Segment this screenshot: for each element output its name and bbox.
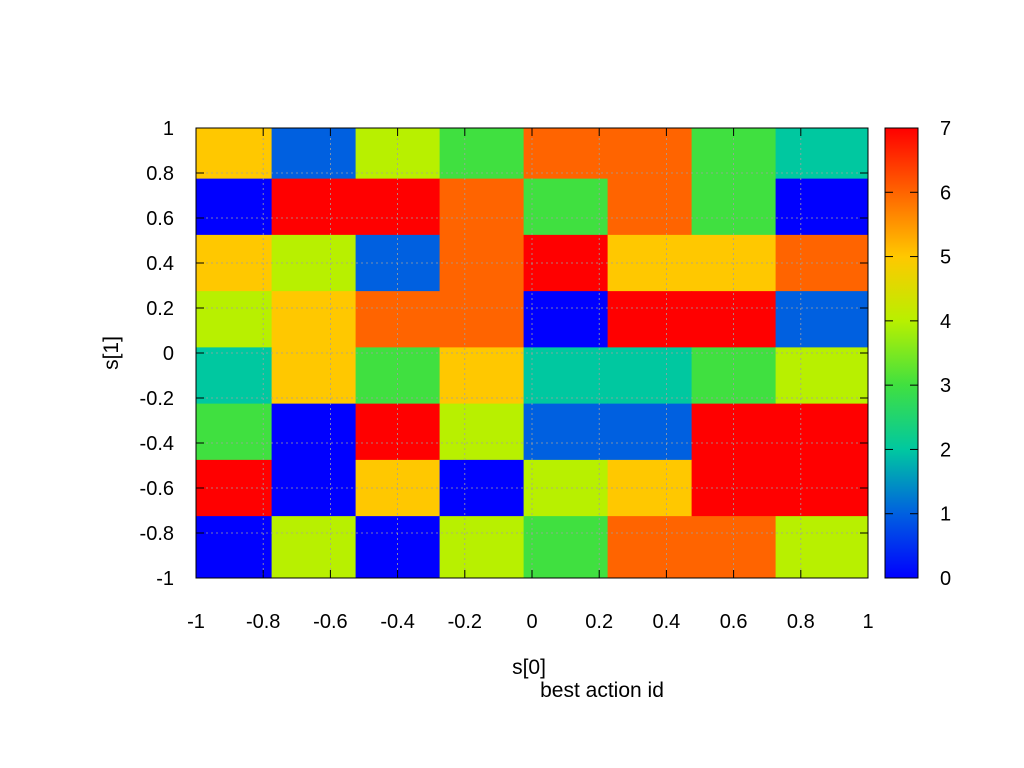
heatmap-cell <box>691 178 777 236</box>
heatmap-cell <box>523 403 609 461</box>
heatmap-cell <box>271 403 357 461</box>
y-tick-label: -0.4 <box>140 433 174 455</box>
x-tick-label: -0.4 <box>380 611 414 633</box>
x-tick-label: -0.2 <box>448 611 482 633</box>
x-tick-label: 0 <box>526 611 537 633</box>
heatmap-cell <box>775 291 869 348</box>
colorbar-tick-label: 2 <box>940 439 951 461</box>
heatmap-cell <box>271 459 357 517</box>
y-tick-label: 0.2 <box>146 298 174 320</box>
heatmap-cell <box>775 128 869 180</box>
colorbar-tick-label: 7 <box>940 118 951 140</box>
colorbar-tick-label: 3 <box>940 375 951 397</box>
heatmap-cell <box>196 291 273 348</box>
y-tick-label: -0.2 <box>140 388 174 410</box>
x-tick-label: 0.8 <box>787 611 815 633</box>
heatmap-cell <box>775 178 869 236</box>
heatmap-cell <box>523 128 609 180</box>
colorbar <box>884 127 919 579</box>
heatmap-cell <box>523 291 609 348</box>
heatmap-cell <box>271 291 357 348</box>
x-tick-label: -0.6 <box>313 611 347 633</box>
y-tick-label: 0.8 <box>146 163 174 185</box>
heatmap-cell <box>439 128 525 180</box>
heatmap-cell <box>607 403 693 461</box>
x-tick-label: 0.2 <box>585 611 613 633</box>
y-axis-ticks: 1 0.8 0.6 0.4 0.2 0 -0.2 -0.4 -0.6 -0.8 -1 <box>140 118 868 590</box>
heatmap-cell <box>196 347 273 405</box>
heatmap-cell <box>607 234 693 292</box>
heatmap-cell <box>355 347 441 405</box>
y-tick-label: -0.6 <box>140 478 174 500</box>
colorbar-tick-label: 6 <box>940 182 951 204</box>
y-tick-label: -1 <box>156 568 174 590</box>
heatmap-cell <box>196 403 273 461</box>
colorbar-tick-label: 1 <box>940 504 951 526</box>
y-axis-label: s[1] <box>100 336 123 370</box>
heatmap-cell <box>355 178 441 236</box>
heatmap-cell <box>523 347 609 405</box>
heatmap-cell <box>775 347 869 405</box>
heatmap-cell <box>439 516 525 579</box>
heatmap-cell <box>775 516 869 579</box>
x-tick-label: 1 <box>862 611 873 633</box>
heatmap-cell <box>271 178 357 236</box>
chart-footer-label: best action id <box>540 679 664 702</box>
x-tick-label: -0.8 <box>246 611 280 633</box>
heatmap-cell <box>271 347 357 405</box>
heatmap-cell <box>439 178 525 236</box>
x-tick-label: 0.4 <box>652 611 680 633</box>
colorbar-tick-label: 0 <box>940 568 951 590</box>
colorbar-tick-label: 4 <box>940 311 951 333</box>
y-tick-label: 0.4 <box>146 253 174 275</box>
heatmap-cell <box>196 516 273 579</box>
colorbar-ticks: 0 1 2 3 4 5 6 7 <box>885 118 951 590</box>
heatmap-cell <box>607 178 693 236</box>
heatmap-cell <box>271 128 357 180</box>
y-tick-label: 0 <box>163 343 174 365</box>
heatmap-cell <box>439 291 525 348</box>
heatmap-cell <box>196 459 273 517</box>
heatmap-cell <box>196 234 273 292</box>
x-tick-label: -1 <box>187 611 205 633</box>
heatmap-cell <box>607 459 693 517</box>
heatmap-cell <box>607 516 693 579</box>
heatmap-cell <box>523 178 609 236</box>
y-tick-label: 0.6 <box>146 208 174 230</box>
x-axis-label: s[0] <box>512 656 546 679</box>
x-axis-ticks: -1 -0.8 -0.6 -0.4 -0.2 0 0.2 0.4 0.6 0.8 1 <box>187 128 874 633</box>
heatmap-cell <box>691 347 777 405</box>
colorbar-tick-label: 5 <box>940 247 951 269</box>
heatmap-cell <box>607 128 693 180</box>
heatmap-cells <box>196 128 869 579</box>
heatmap-cell <box>355 403 441 461</box>
heatmap-cell <box>775 403 869 461</box>
heatmap-cell <box>607 291 693 348</box>
x-tick-label: 0.6 <box>720 611 748 633</box>
heatmap-cell <box>607 347 693 405</box>
y-tick-label: 1 <box>163 118 174 140</box>
heatmap-cell <box>196 128 273 180</box>
heatmap-cell <box>691 403 777 461</box>
heatmap-cell <box>271 516 357 579</box>
y-tick-label: -0.8 <box>140 523 174 545</box>
grid-lines <box>196 128 868 578</box>
heatmap-cell <box>271 234 357 292</box>
heatmap-cell <box>439 347 525 405</box>
heatmap-cell <box>196 178 273 236</box>
heatmap-cell <box>439 403 525 461</box>
heatmap-cell <box>523 516 609 579</box>
